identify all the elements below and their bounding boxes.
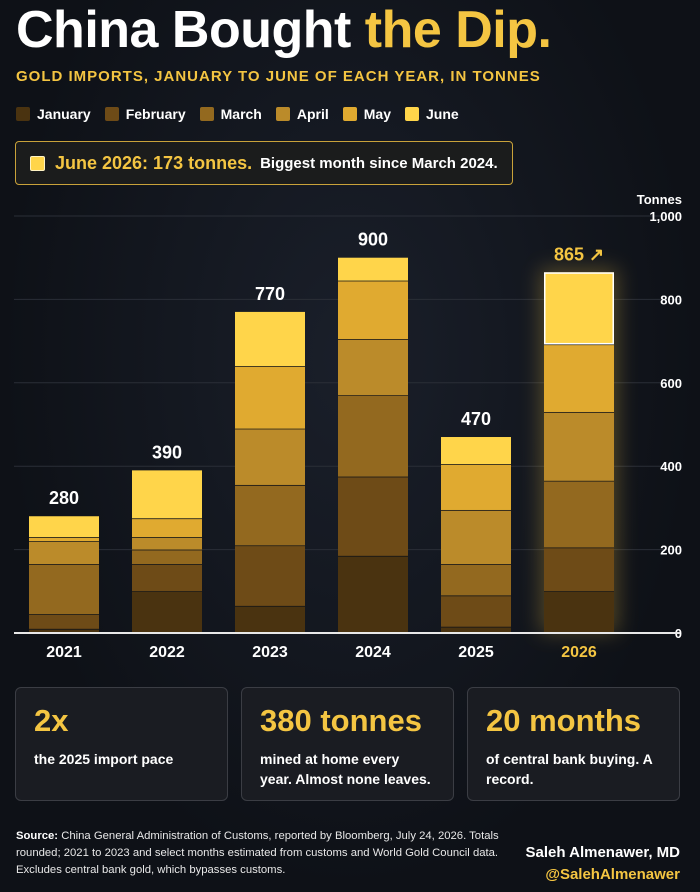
card-text: the 2025 import pace — [34, 751, 174, 768]
bar-segment-2025-june — [441, 437, 511, 465]
legend-label: January — [37, 106, 91, 122]
x-tick-label-2024: 2024 — [355, 644, 391, 661]
source-label: Source: — [16, 830, 59, 842]
source-text: China General Administration of Customs,… — [16, 830, 499, 876]
x-tick-label-2021: 2021 — [46, 644, 82, 661]
bar-segment-2024-april — [338, 339, 408, 396]
card-value: 380 tonnes — [260, 703, 422, 738]
total-label-2022: 390 — [152, 442, 182, 462]
stat-card-mining: 380 tonnes mined at home every year. Alm… — [241, 687, 454, 801]
total-label-2023: 770 — [255, 284, 285, 304]
bar-segment-2025-february — [441, 595, 511, 627]
june-swatch-icon — [30, 155, 45, 171]
callout-banner: June 2026: 173 tonnes. Biggest month sin… — [15, 141, 513, 185]
bar-segment-2023-february — [235, 545, 305, 606]
card-value: 20 months — [486, 703, 642, 738]
bar-segment-2021-january — [29, 628, 99, 633]
legend-swatch — [16, 107, 30, 121]
bar-segment-2024-march — [338, 395, 408, 477]
legend-swatch — [199, 107, 214, 121]
legend-label: May — [363, 106, 391, 122]
total-label-2026: 865 ↗ — [554, 244, 604, 264]
legend-item-april: April — [275, 106, 329, 122]
bar-segment-2021-march — [29, 564, 99, 615]
bar-segment-2026-may — [544, 344, 614, 412]
bar-segment-2024-january — [338, 555, 408, 633]
x-tick-label-2026: 2026 — [561, 644, 597, 661]
legend-swatch — [104, 107, 119, 121]
bar-segment-2022-january — [132, 591, 202, 633]
legend-label: June — [425, 106, 459, 122]
source-note: Source: China General Administration of … — [16, 828, 506, 879]
card-text: of central bank buying. A record. — [486, 751, 653, 788]
chart-subtitle: GOLD IMPORTS, JANUARY TO JUNE OF EACH YE… — [16, 68, 541, 85]
bar-segment-2024-february — [338, 476, 408, 556]
bar-segment-2022-april — [132, 537, 202, 550]
callout-strong-text: June 2026: 173 tonnes. — [55, 152, 253, 173]
title-highlight: the Dip. — [364, 1, 552, 59]
legend-label: March — [220, 106, 262, 122]
bar-segment-2021-june — [29, 516, 99, 538]
bar-segment-2021-february — [29, 614, 99, 629]
bar-segment-2023-april — [235, 428, 305, 485]
bar-segment-2025-april — [441, 509, 511, 565]
stat-card-pace: 2x the 2025 import pace — [15, 687, 228, 801]
bar-segment-2026-march — [544, 480, 614, 548]
bar-segment-2024-june — [338, 257, 408, 281]
x-tick-label-2023: 2023 — [252, 644, 288, 661]
bar-segment-2024-may — [338, 280, 408, 340]
bar-segment-2023-january — [235, 605, 305, 633]
bar-segment-2025-january — [441, 626, 511, 633]
chart-title: China Bought the Dip. — [16, 0, 552, 60]
title-main: China Bought — [16, 1, 351, 59]
bar-segment-2025-may — [441, 464, 511, 510]
x-tick-label-2022: 2022 — [149, 644, 185, 661]
y-tick-label: 600 — [660, 376, 682, 391]
stacked-bar-chart: 280 2021 390 2022 770 2023 900 2024 470 2025 865 ↗… — [14, 192, 682, 661]
legend-item-may: May — [342, 106, 391, 122]
callout-rest-text: Biggest month since March 2024. — [260, 154, 498, 172]
y-tick-label: 400 — [660, 459, 682, 474]
total-label-2025: 470 — [461, 409, 491, 429]
y-tick-label: 200 — [660, 543, 682, 558]
legend: January February March April May June — [16, 106, 459, 122]
bar-segment-2023-march — [235, 484, 305, 546]
total-label-2021: 280 — [49, 488, 79, 508]
legend-item-june: June — [404, 106, 459, 122]
card-value: 2x — [34, 703, 69, 738]
bar-segment-2026-january — [544, 591, 614, 633]
legend-swatch — [275, 107, 290, 121]
legend-swatch — [342, 107, 357, 121]
total-label-2024: 900 — [358, 230, 388, 250]
card-text: mined at home every year. Almost none le… — [260, 751, 431, 788]
bar-segment-2022-june — [132, 470, 202, 519]
bar-segment-2023-june — [235, 311, 305, 367]
y-tick-label: 1,000 — [649, 209, 682, 224]
legend-item-january: January — [16, 106, 91, 122]
stat-card-central-bank: 20 months of central bank buying. A reco… — [467, 687, 680, 801]
bar-segment-2021-april — [29, 541, 99, 565]
x-tick-label-2025: 2025 — [458, 644, 494, 661]
legend-label: February — [125, 106, 186, 122]
bar-segment-2023-may — [235, 366, 305, 429]
author-block: Saleh Almenawer, MD @SalehAlmenawer — [526, 842, 681, 886]
bar-segment-2021-may — [29, 537, 99, 542]
bar-segment-2026-june — [544, 272, 614, 345]
y-tick-label: 800 — [660, 292, 682, 307]
legend-item-march: March — [199, 106, 262, 122]
bar-segment-2026-april — [544, 411, 614, 481]
legend-item-february: February — [104, 106, 186, 122]
y-axis-label: Tonnes — [637, 192, 682, 207]
bar-segment-2026-february — [544, 547, 614, 592]
bar-segment-2022-february — [132, 564, 202, 592]
legend-label: April — [296, 106, 329, 122]
author-handle: @SalehAlmenawer — [545, 866, 680, 883]
author-name: Saleh Almenawer, MD — [525, 844, 681, 861]
bar-segment-2022-may — [132, 518, 202, 538]
legend-swatch — [404, 107, 419, 121]
highlight-outline — [544, 272, 614, 345]
bar-segment-2022-march — [132, 549, 202, 565]
bar-segment-2025-march — [441, 564, 511, 596]
